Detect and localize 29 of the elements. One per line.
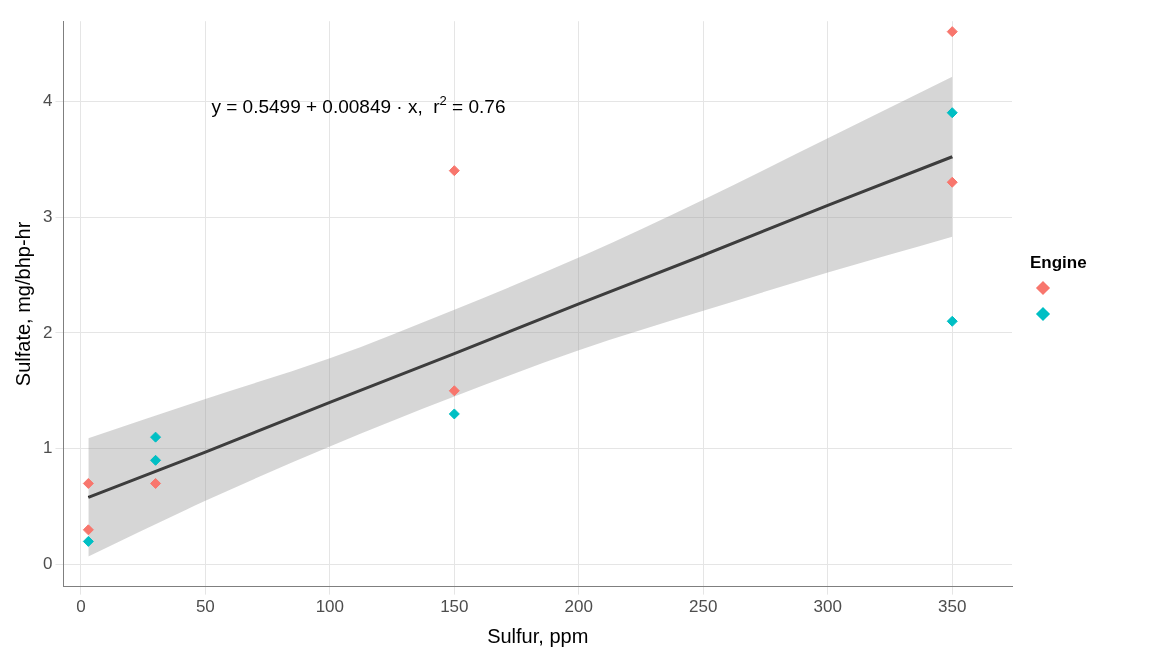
point [82,535,94,547]
point [150,431,162,443]
y-tick-label: 0 [42,554,53,574]
point [946,107,958,119]
x-tick-label: 0 [76,597,86,617]
x-tick-label: 200 [564,597,593,617]
y-tick-label: 4 [42,90,53,110]
legend-title: Engine [1030,253,1087,273]
y-axis-title: Sulfate, mg/bhp-hr [11,221,34,387]
point [946,26,958,38]
y-tick-label: 1 [42,438,53,458]
point [946,176,958,188]
point [150,477,162,489]
point [448,385,460,397]
x-axis-title: Sulfur, ppm [487,624,589,647]
x-tick-label: 250 [689,597,718,617]
point [946,315,958,327]
y-tick-label: 2 [42,322,53,342]
y-tick-label: 3 [42,206,53,226]
x-tick-label: 300 [813,597,842,617]
point [150,454,162,466]
x-tick-label: 50 [195,597,215,617]
x-tick-label: 150 [440,597,469,617]
x-tick-label: 100 [315,597,345,617]
point [448,408,460,420]
point [82,477,94,489]
x-tick-label: 350 [938,597,967,617]
point [82,524,94,536]
point [448,165,460,177]
